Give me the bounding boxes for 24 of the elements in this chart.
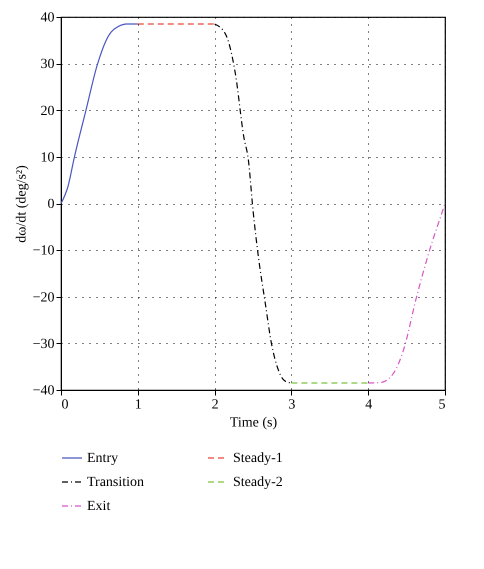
legend-label: Transition xyxy=(87,475,144,490)
legend-label: Steady-2 xyxy=(233,475,283,490)
y-axis-title: dω/dt (deg/s²) xyxy=(14,164,30,243)
y-tick-label: −40 xyxy=(32,384,54,398)
y-tick-label: 10 xyxy=(40,150,54,166)
y-tick-label: −30 xyxy=(32,336,54,352)
y-tick-label: 0 xyxy=(48,197,54,212)
x-tick-label: 4 xyxy=(365,398,372,412)
legend-label: Steady-1 xyxy=(233,451,283,466)
x-tick-label: 0 xyxy=(62,398,68,412)
y-tick-label: 20 xyxy=(40,104,54,119)
x-tick-label: 5 xyxy=(438,398,446,412)
legend-label: Entry xyxy=(87,451,118,466)
x-tick-label: 1 xyxy=(134,398,142,412)
x-tick-label: 3 xyxy=(288,398,296,412)
legend-label: Exit xyxy=(87,499,110,514)
y-tick-label: −10 xyxy=(32,244,54,259)
y-tick-label: 30 xyxy=(40,57,54,72)
x-tick-label: 2 xyxy=(212,398,219,412)
x-axis-title: Time (s) xyxy=(230,416,278,430)
y-tick-label: −20 xyxy=(32,290,54,306)
line-series xyxy=(368,202,446,384)
line-series xyxy=(60,23,138,204)
y-tick-label: 40 xyxy=(40,10,54,26)
